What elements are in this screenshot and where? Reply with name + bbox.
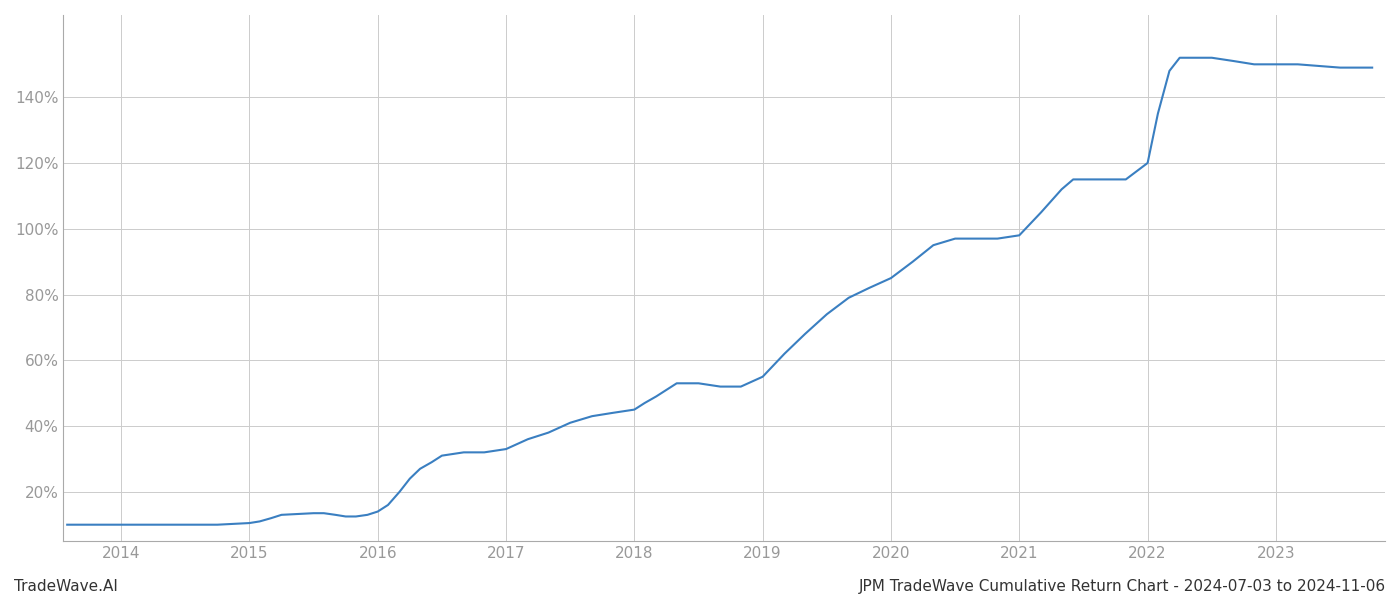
Text: TradeWave.AI: TradeWave.AI (14, 579, 118, 594)
Text: JPM TradeWave Cumulative Return Chart - 2024-07-03 to 2024-11-06: JPM TradeWave Cumulative Return Chart - … (858, 579, 1386, 594)
